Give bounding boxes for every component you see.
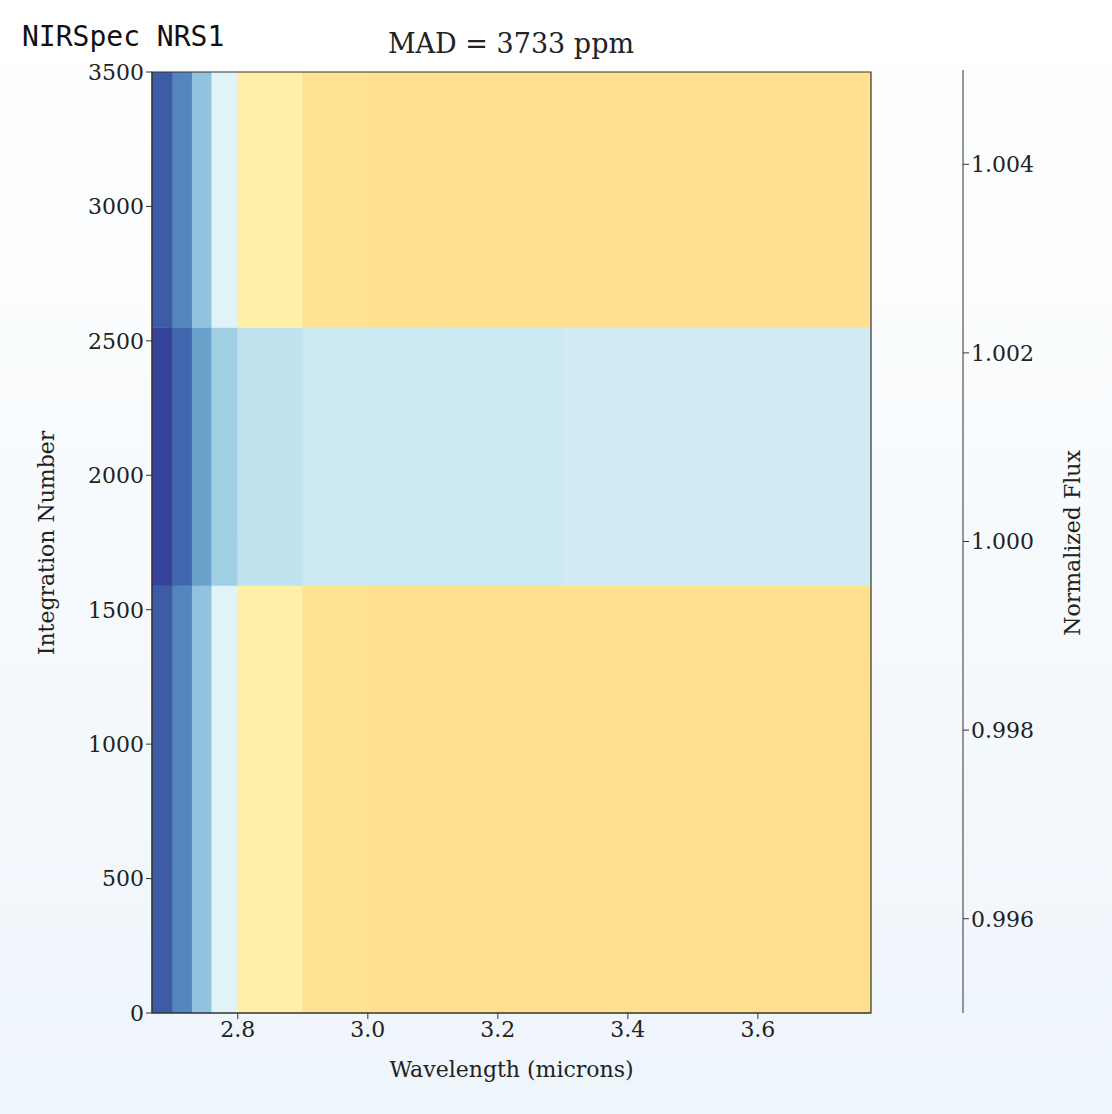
svg-text:3500: 3500 [88, 60, 144, 85]
html-text:Normalized Flux: Normalized Flux [1059, 450, 1085, 636]
svg-text:0: 0 [130, 1001, 144, 1026]
html-text:Integration Number: Integration Number [33, 430, 59, 656]
svg-text:0.998: 0.998 [971, 718, 1034, 743]
svg-text:3.4: 3.4 [610, 1017, 645, 1042]
html-text:NIRSpec NRS1: NIRSpec NRS1 [22, 20, 225, 53]
svg-text:Wavelength (microns): Wavelength (microns) [389, 1057, 633, 1082]
svg-text:500: 500 [102, 866, 144, 891]
svg-text:1500: 1500 [88, 598, 144, 623]
svg-text:3.6: 3.6 [740, 1017, 775, 1042]
svg-text:2000: 2000 [88, 463, 144, 488]
svg-text:1.002: 1.002 [971, 341, 1034, 366]
html-text:MAD = 3733 ppm: MAD = 3733 ppm [388, 28, 634, 59]
svg-text:2500: 2500 [88, 329, 144, 354]
svg-text:1.004: 1.004 [971, 152, 1034, 177]
svg-text:1.000: 1.000 [971, 529, 1034, 554]
svg-text:3000: 3000 [88, 194, 144, 219]
svg-text:1000: 1000 [88, 732, 144, 757]
svg-text:2.8: 2.8 [220, 1017, 255, 1042]
svg-text:0.996: 0.996 [971, 907, 1034, 932]
svg-text:3.2: 3.2 [480, 1017, 515, 1042]
svg-text:3.0: 3.0 [350, 1017, 385, 1042]
